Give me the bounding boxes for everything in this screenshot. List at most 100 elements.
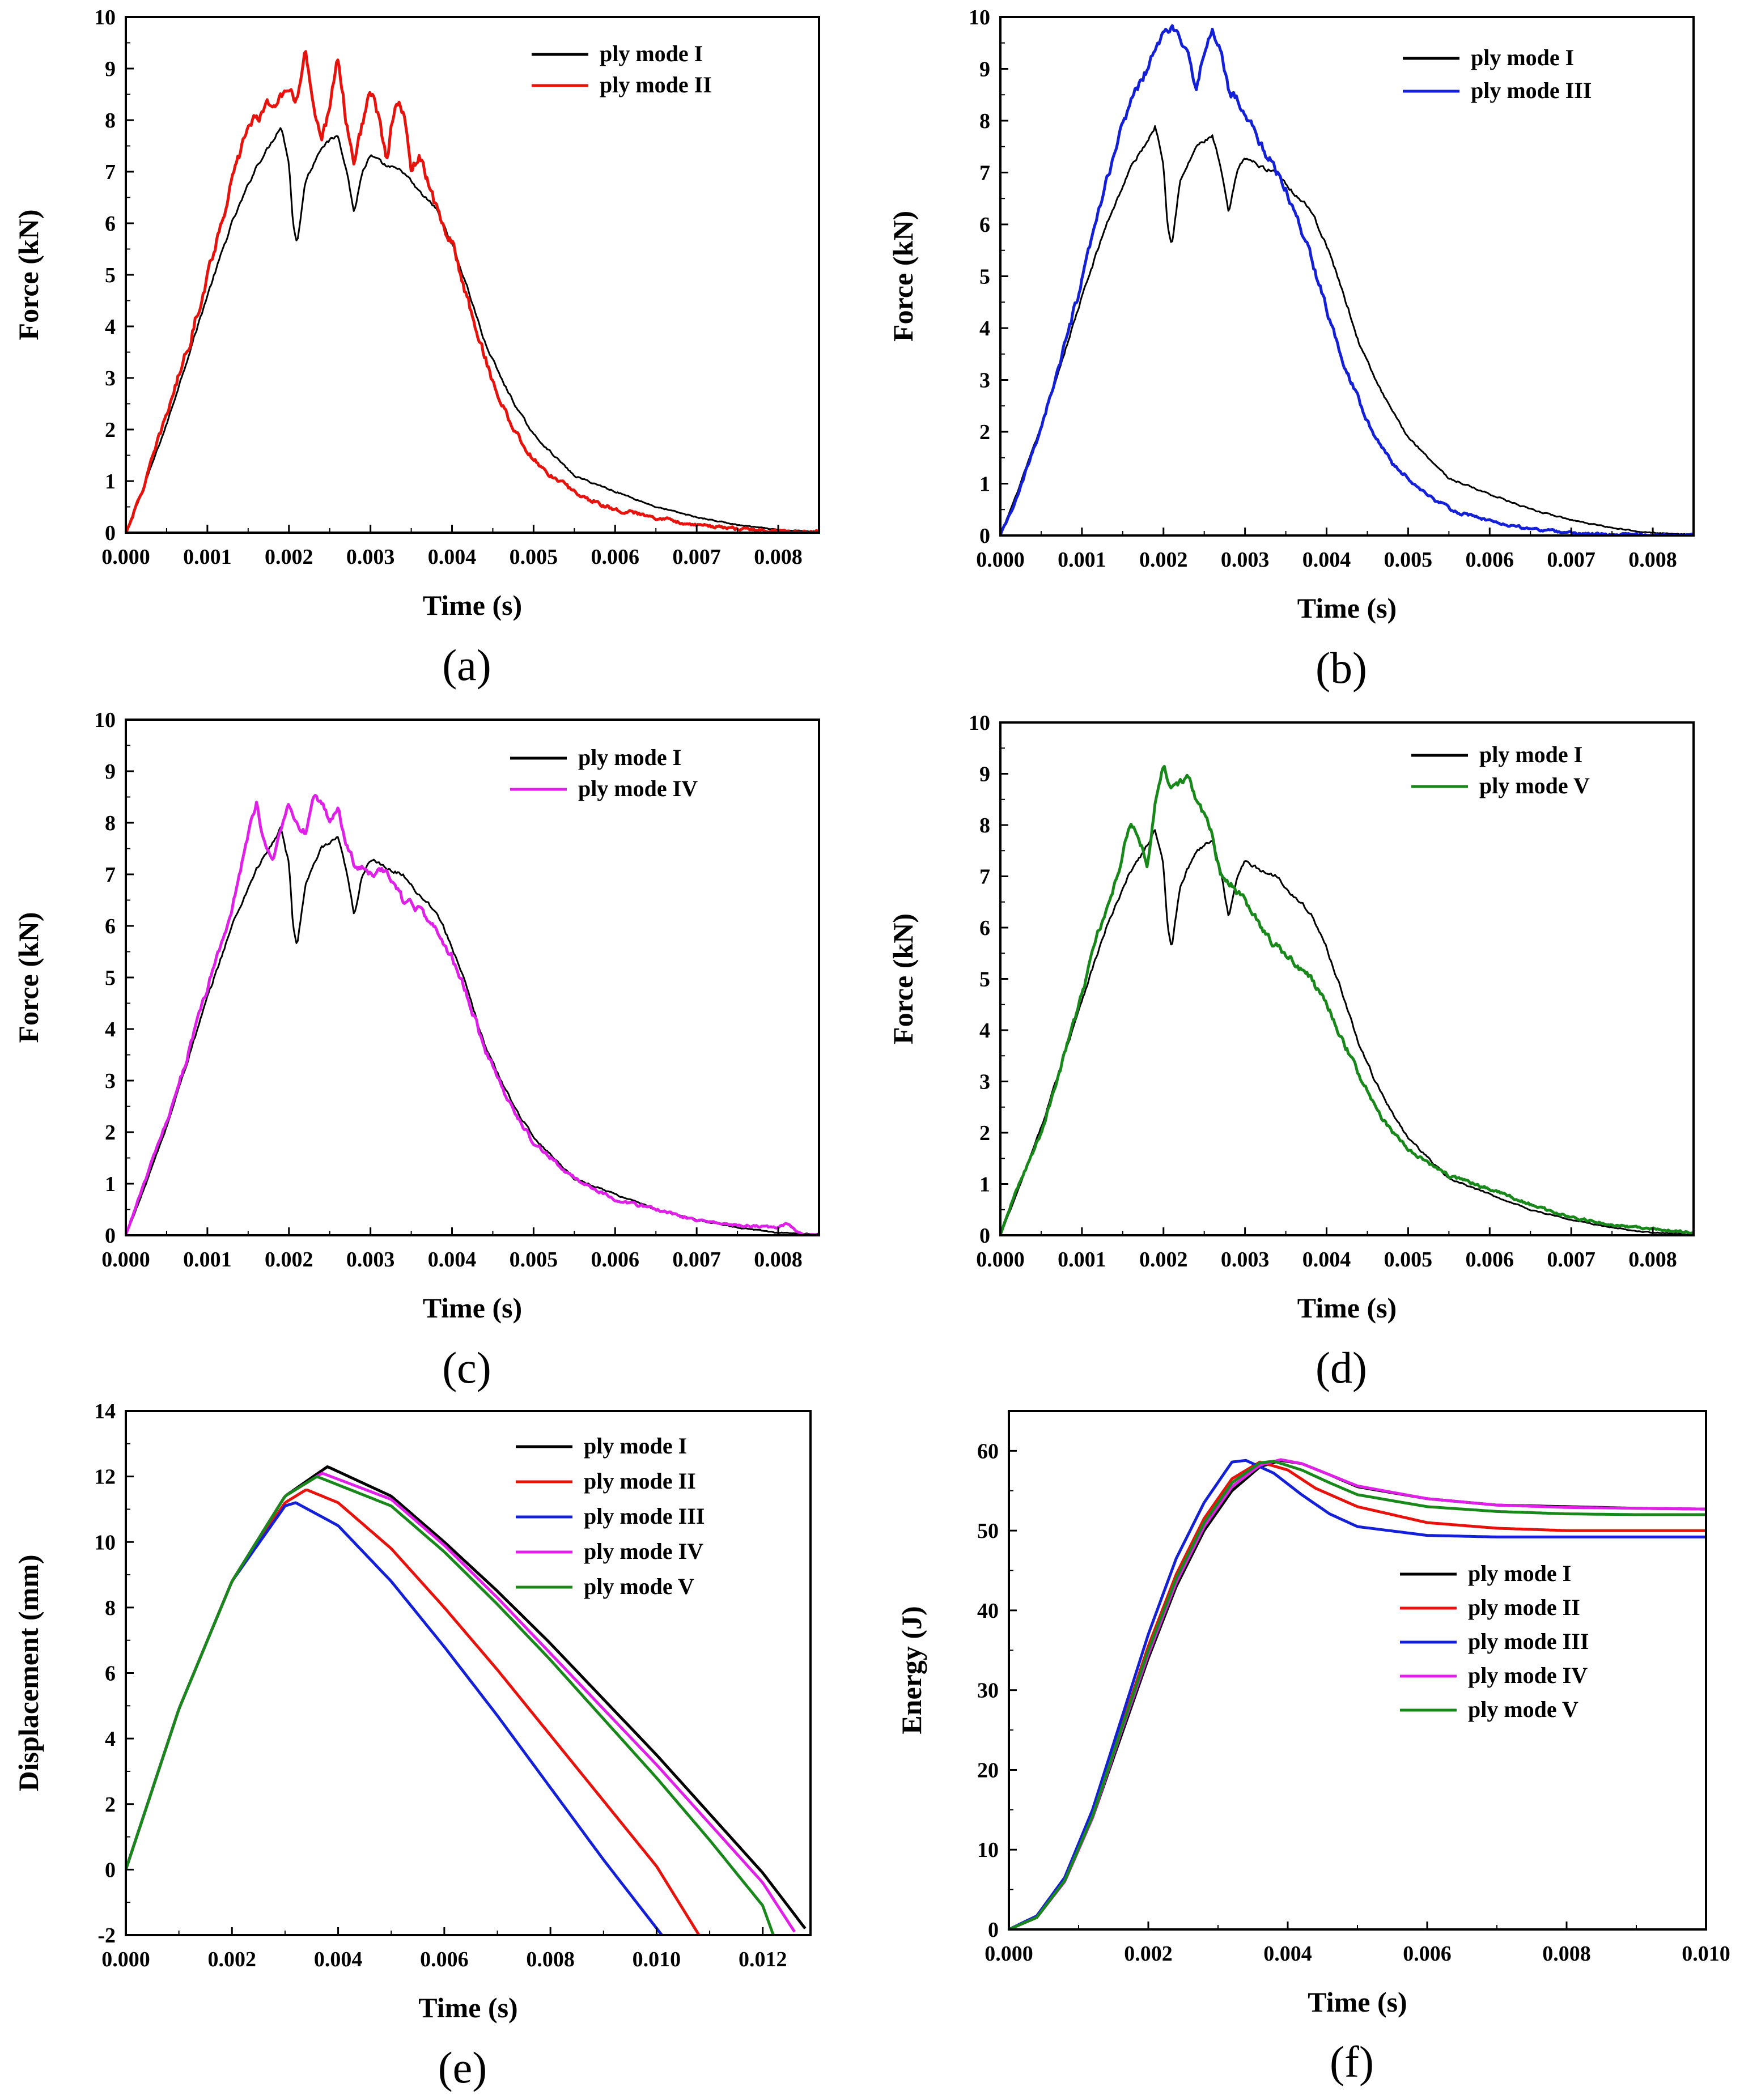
- legend: ply mode I ply mode III: [1403, 45, 1592, 103]
- x-tick-label: 0.005: [510, 1248, 558, 1272]
- series-line-ply-mode-v: [1009, 1460, 1706, 1929]
- x-tick-label: 0.002: [208, 1948, 257, 1971]
- legend-label: ply mode I: [1479, 742, 1582, 767]
- x-tick-label: 0.010: [633, 1948, 681, 1971]
- series-line-ply-mode-v: [126, 1475, 775, 1935]
- x-tick-label: 0.006: [1466, 1248, 1514, 1272]
- series-group: [1000, 24, 1694, 535]
- chart-panel-c: 0.000 0.001 0.002 0.003 0.004 0.005 0.006 0.007…: [12, 708, 820, 1392]
- x-tick-label: 0.006: [420, 1948, 469, 1971]
- series-group: [1009, 1458, 1706, 1929]
- y-tick-label: 10: [94, 1531, 116, 1554]
- x-tick-label: 0.005: [1384, 548, 1433, 572]
- legend-label: ply mode V: [1479, 773, 1590, 798]
- y-tick-label: 2: [979, 420, 990, 444]
- y-tick-label: 8: [105, 1596, 116, 1620]
- legend-label: ply mode II: [584, 1468, 696, 1494]
- y-tick-label: 2: [105, 418, 116, 442]
- x-tick-label: 0.006: [1466, 548, 1514, 572]
- y-axis-label: Force (kN): [12, 912, 44, 1043]
- series-line-ply-mode-i: [126, 127, 819, 533]
- y-axis-label: Force (kN): [12, 210, 44, 341]
- y-tick-label: 30: [977, 1679, 999, 1703]
- x-tick-label: 0.004: [428, 1248, 477, 1272]
- x-tick-label: 0.007: [672, 545, 721, 569]
- y-tick-label: 5: [979, 968, 990, 992]
- legend-label: ply mode V: [584, 1574, 694, 1599]
- legend-label: ply mode I: [600, 41, 703, 66]
- y-tick-label: 9: [979, 763, 990, 787]
- x-tick-label: 0.004: [314, 1948, 363, 1971]
- legend: ply mode I ply mode II ply mode III ply mod…: [1400, 1561, 1589, 1722]
- x-tick-label: 0.003: [1221, 1248, 1270, 1272]
- series-group: [126, 794, 819, 1235]
- legend-label: ply mode II: [600, 72, 712, 97]
- y-tick-label: 9: [105, 760, 116, 784]
- x-tick-label: 0.001: [183, 545, 232, 569]
- x-tick-label: 0.000: [985, 1942, 1033, 1966]
- y-tick-label: 0: [105, 1224, 116, 1248]
- legend: ply mode I ply mode II: [532, 41, 712, 97]
- y-tick-label: 2: [979, 1121, 990, 1145]
- x-tick-label: 0.001: [1058, 1248, 1106, 1272]
- y-tick-label: 5: [979, 265, 990, 289]
- y-axis-label: Force (kN): [887, 913, 919, 1044]
- legend-label: ply mode IV: [1468, 1663, 1588, 1688]
- y-tick-label: 12: [94, 1465, 116, 1489]
- y-tick-label: 4: [979, 1019, 990, 1043]
- legend-label: ply mode II: [1468, 1595, 1580, 1620]
- legend-label: ply mode III: [584, 1503, 705, 1529]
- x-tick-label: 0.007: [672, 1248, 721, 1272]
- y-tick-label: 14: [94, 1400, 116, 1423]
- y-tick-label: 6: [979, 213, 990, 237]
- y-tick-label: 3: [979, 369, 990, 393]
- panel-caption: (e): [438, 2043, 487, 2092]
- y-tick-label: 0: [979, 1224, 990, 1248]
- y-tick-label: 3: [979, 1070, 990, 1094]
- panel-caption: (a): [442, 640, 491, 690]
- chart-panel-b: 0.000 0.001 0.002 0.003 0.004 0.005 0.006 0.007…: [887, 6, 1695, 692]
- y-tick-label: 7: [105, 863, 116, 887]
- y-tick-label: 0: [988, 1918, 999, 1942]
- y-tick-label: 6: [105, 212, 116, 236]
- x-tick-label: 0.000: [101, 1948, 150, 1971]
- panel-caption: (f): [1330, 2037, 1374, 2086]
- y-tick-label: 1: [979, 1173, 990, 1197]
- y-tick-label: 8: [105, 109, 116, 133]
- y-tick-label: 9: [105, 57, 116, 81]
- legend-label: ply mode IV: [578, 776, 698, 801]
- legend-label: ply mode I: [578, 745, 681, 770]
- x-tick-label: 0.006: [591, 1248, 640, 1272]
- x-tick-label: 0.001: [1058, 548, 1106, 572]
- x-tick-label: 0.008: [526, 1948, 575, 1971]
- y-tick-label: 8: [979, 109, 990, 133]
- y-axis-label: Displacement (mm): [12, 1555, 44, 1792]
- x-tick-label: 0.008: [1542, 1942, 1591, 1966]
- x-tick-label: 0.012: [739, 1948, 787, 1971]
- legend-label: ply mode I: [1471, 45, 1574, 70]
- series-group: [1000, 764, 1694, 1235]
- x-tick-label: 0.008: [1628, 1248, 1677, 1272]
- y-tick-label: 10: [977, 1838, 999, 1862]
- y-tick-label: 1: [105, 470, 116, 494]
- x-tick-label: 0.007: [1547, 548, 1596, 572]
- y-tick-label: 2: [105, 1121, 116, 1145]
- legend-label: ply mode III: [1468, 1629, 1589, 1654]
- x-tick-label: 0.000: [101, 1248, 150, 1272]
- x-tick-label: 0.004: [1302, 1248, 1351, 1272]
- x-tick-label: 0.000: [976, 1248, 1025, 1272]
- y-tick-label: 20: [977, 1758, 999, 1782]
- x-tick-label: 0.003: [346, 545, 395, 569]
- legend-label: ply mode I: [1468, 1561, 1571, 1586]
- chart-panel-e: 0.000 0.002 0.004 0.006 0.008 0.010 0.012 -2 0 2 4…: [12, 1400, 812, 2092]
- y-tick-label: 7: [979, 161, 990, 185]
- y-tick-label: -2: [97, 1924, 116, 1948]
- x-tick-label: 0.008: [754, 545, 803, 569]
- legend: ply mode I ply mode II ply mode III ply mod…: [516, 1433, 705, 1599]
- y-tick-label: 1: [105, 1172, 116, 1196]
- y-axis-label: Energy (J): [896, 1606, 927, 1734]
- y-tick-label: 10: [94, 708, 116, 732]
- x-axis-label: Time (s): [423, 589, 522, 621]
- x-axis-label: Time (s): [1297, 1292, 1397, 1324]
